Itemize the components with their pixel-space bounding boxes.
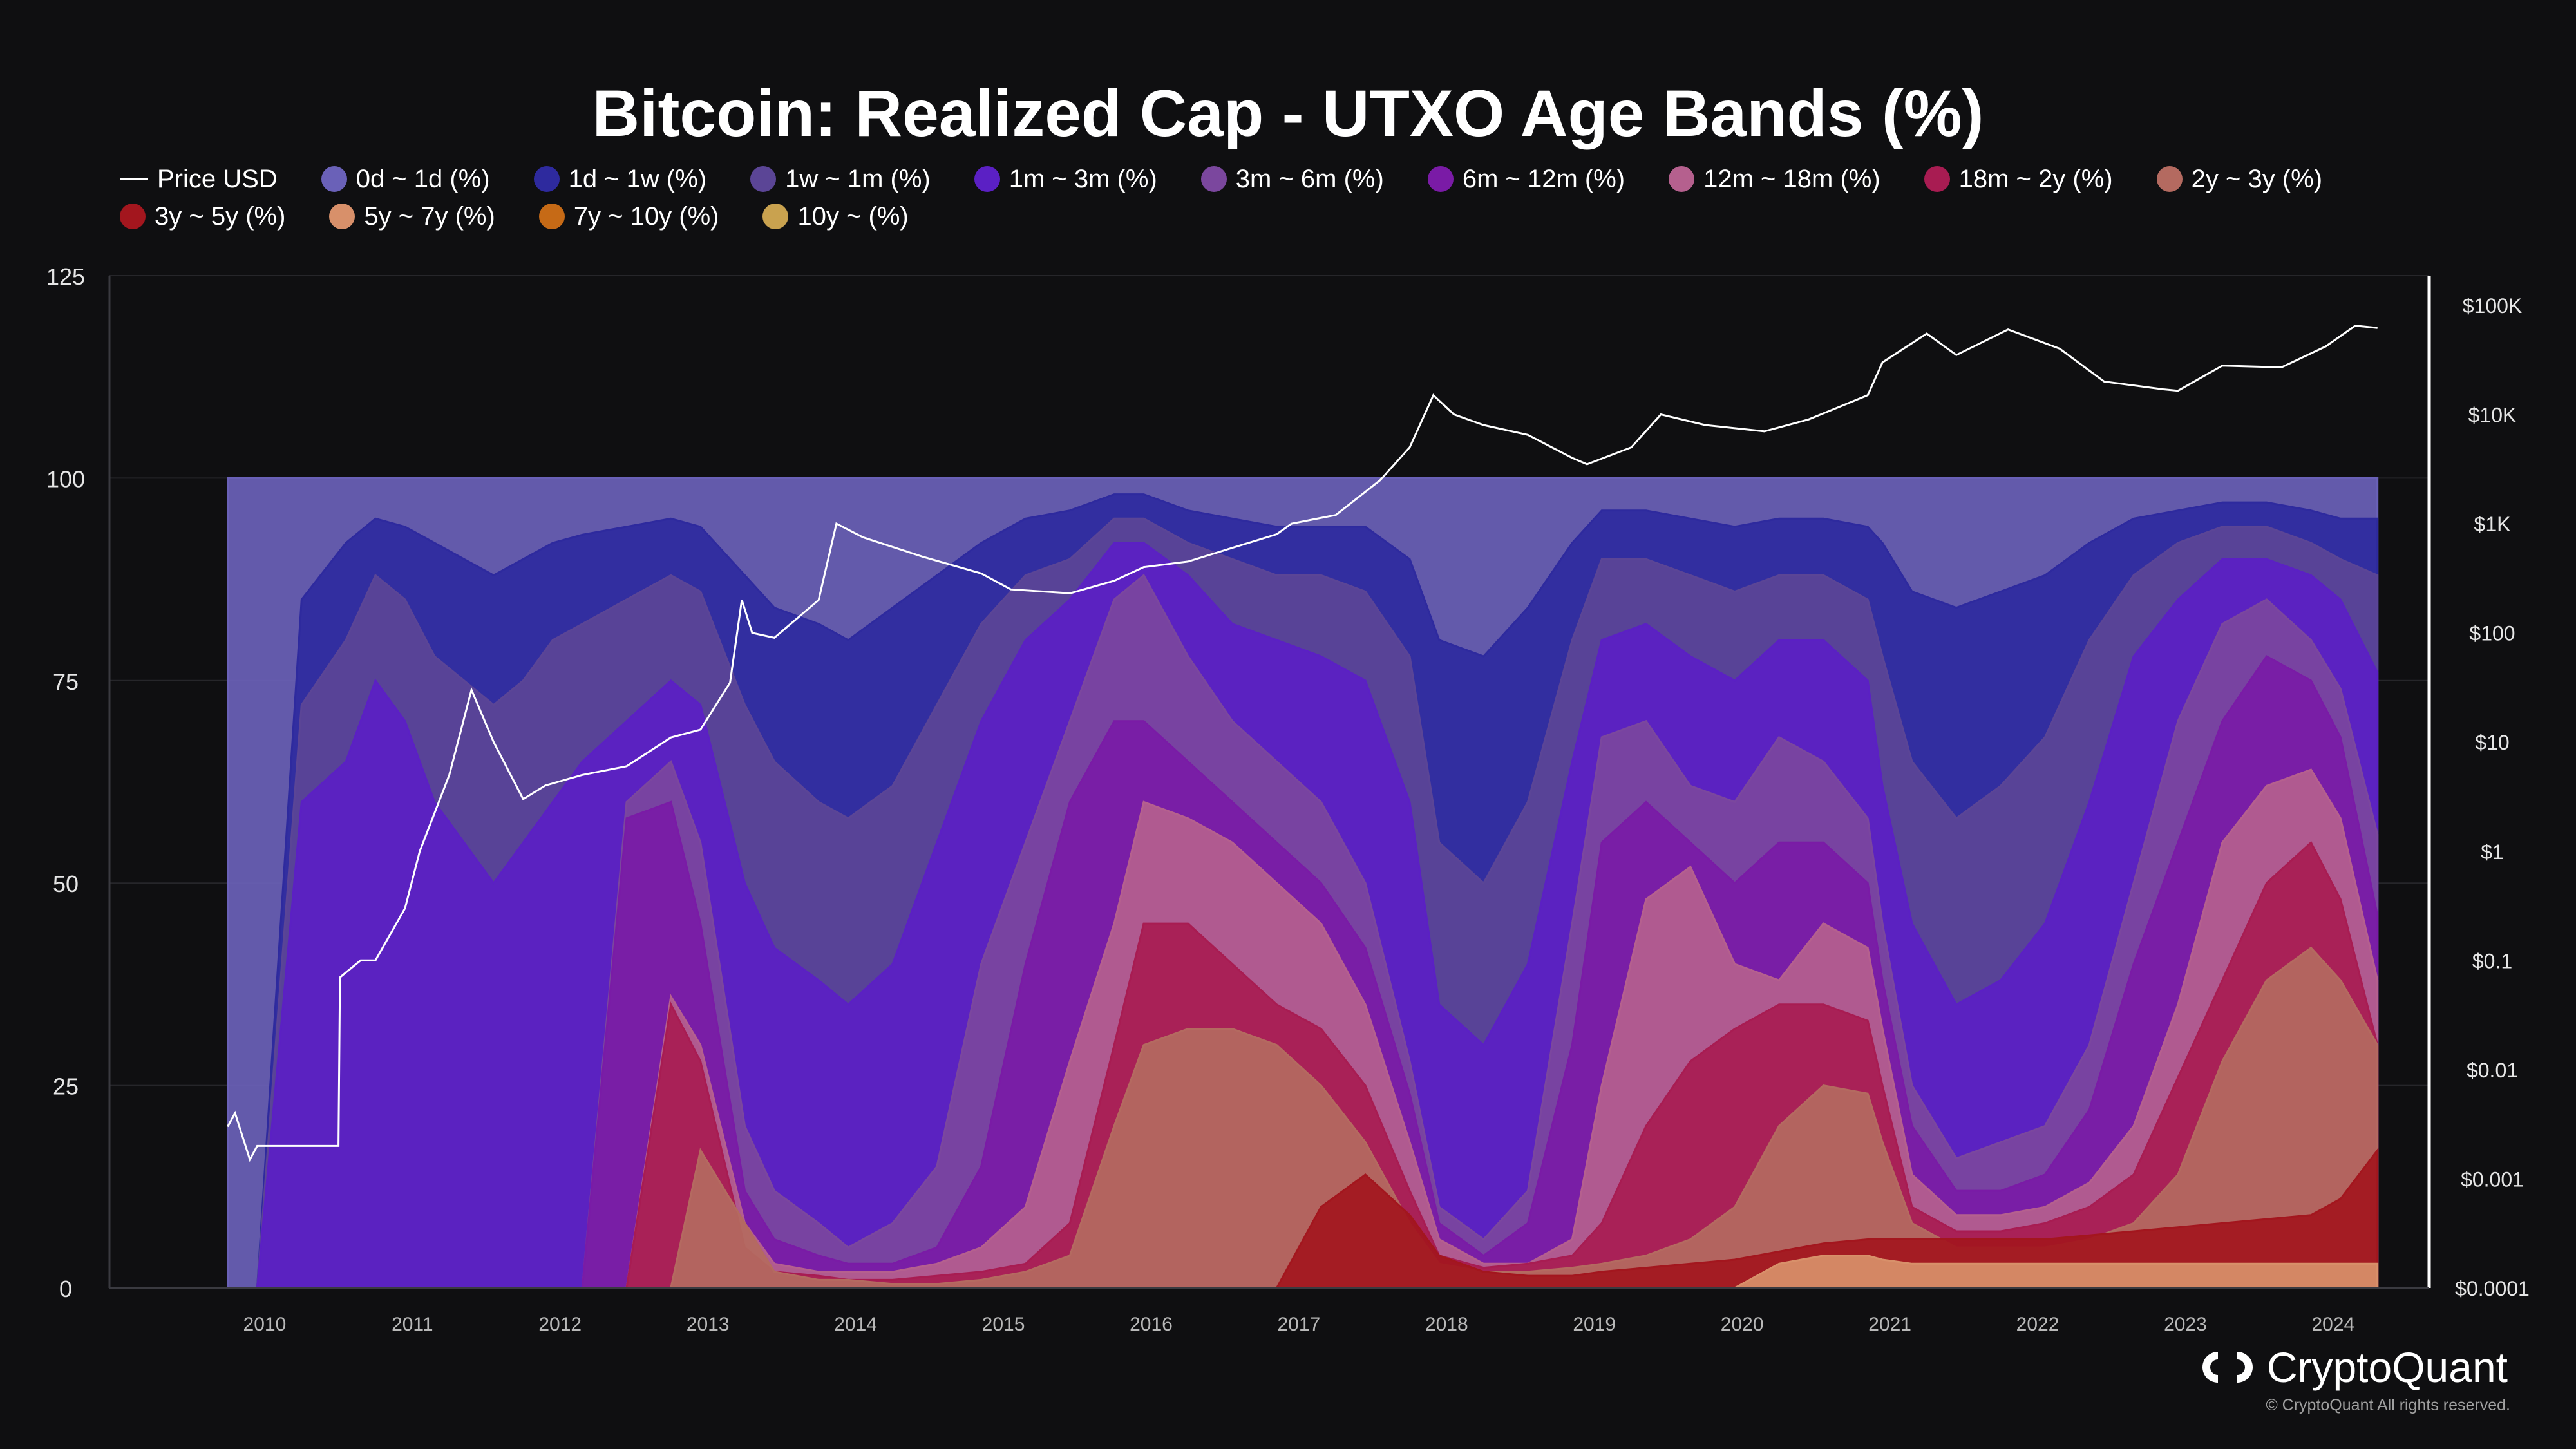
- chart-legend: Price USD 0d ~ 1d (%) 1d ~ 1w (%) 1w ~ 1m (…: [120, 164, 2503, 231]
- legend-item[interactable]: 12m ~ 18m (%): [1669, 164, 1880, 193]
- legend-label: 7y ~ 10y (%): [573, 202, 719, 231]
- y-tick-label: 100: [46, 466, 85, 492]
- copyright-text: © CryptoQuant All rights reserved.: [2266, 1396, 2510, 1414]
- x-tick-label: 2023: [2164, 1314, 2207, 1335]
- y-tick-label: 75: [53, 668, 79, 695]
- legend-dot-marker: [974, 166, 1000, 192]
- legend-label: 18m ~ 2y (%): [1958, 164, 2113, 193]
- legend-item[interactable]: 3y ~ 5y (%): [120, 202, 286, 231]
- chart-title: Bitcoin: Realized Cap - UTXO Age Bands (…: [592, 77, 1984, 150]
- legend-dot-marker: [1669, 166, 1695, 192]
- x-tick-label: 2012: [538, 1314, 582, 1335]
- legend-label: 0d ~ 1d (%): [355, 164, 490, 193]
- legend-label: 12m ~ 18m (%): [1703, 164, 1880, 193]
- legend-item[interactable]: 6m ~ 12m (%): [1427, 164, 1625, 193]
- y-right-tick-label: $100: [2469, 622, 2515, 645]
- legend-line-marker: [120, 178, 148, 180]
- x-tick-label: 2011: [392, 1314, 433, 1335]
- legend-dot-marker: [2156, 166, 2183, 192]
- legend-label: 1d ~ 1w (%): [568, 164, 707, 193]
- x-tick-label: 2019: [1573, 1314, 1616, 1335]
- legend-dot-marker: [533, 166, 560, 192]
- legend-item[interactable]: 2y ~ 3y (%): [2156, 164, 2323, 193]
- y-right-tick-label: $10K: [2468, 404, 2517, 427]
- legend-item[interactable]: 1w ~ 1m (%): [750, 164, 931, 193]
- x-tick-label: 2016: [1130, 1314, 1173, 1335]
- legend-label: Price USD: [157, 164, 278, 193]
- y-right-tick-label: $0.1: [2472, 949, 2512, 972]
- x-tick-label: 2017: [1278, 1314, 1321, 1335]
- legend-label: 1m ~ 3m (%): [1009, 164, 1157, 193]
- x-ticks: 2010 2011 2012 2013 2014 2015 2016 2017 2018 2019…: [243, 1314, 2355, 1335]
- y-right-tick-label: $0.01: [2467, 1059, 2518, 1082]
- y-right-tick-label: $1K: [2474, 513, 2511, 536]
- y-right-tick-label: $0.0001: [2455, 1277, 2530, 1300]
- legend-item[interactable]: 1m ~ 3m (%): [974, 164, 1157, 193]
- y-tick-label: 0: [59, 1276, 72, 1302]
- legend-label: 3m ~ 6m (%): [1235, 164, 1384, 193]
- legend-item[interactable]: 1d ~ 1w (%): [533, 164, 707, 193]
- legend-dot-marker: [1427, 166, 1454, 192]
- legend-item[interactable]: 10y ~ (%): [762, 202, 909, 231]
- x-tick-label: 2021: [1868, 1314, 1911, 1335]
- legend-dot-marker: [1200, 166, 1227, 192]
- legend-item[interactable]: 7y ~ 10y (%): [538, 202, 719, 231]
- legend-dot-marker: [1924, 166, 1950, 192]
- legend-dot-marker: [321, 166, 347, 192]
- legend-label: 6m ~ 12m (%): [1462, 164, 1625, 193]
- price-usd-line: [227, 325, 2378, 1162]
- legend-item[interactable]: 5y ~ 7y (%): [329, 202, 495, 231]
- legend-label: 10y ~ (%): [797, 202, 909, 231]
- x-tick-label: 2014: [834, 1314, 877, 1335]
- y-right-tick-label: $10: [2475, 731, 2509, 754]
- legend-item[interactable]: 18m ~ 2y (%): [1924, 164, 2113, 193]
- legend-item[interactable]: 0d ~ 1d (%): [321, 164, 490, 193]
- legend-dot-marker: [538, 204, 565, 229]
- cryptoquant-logo-icon: [2202, 1352, 2253, 1383]
- legend-label: 3y ~ 5y (%): [155, 202, 286, 231]
- x-tick-label: 2013: [687, 1314, 730, 1335]
- x-tick-label: 2010: [243, 1314, 287, 1335]
- legend-label: 1w ~ 1m (%): [785, 164, 931, 193]
- y-tick-label: 125: [46, 263, 85, 290]
- stacked-area-bands: [226, 477, 2379, 1289]
- legend-dot-marker: [120, 204, 146, 229]
- y-right-tick-label: $100K: [2463, 294, 2523, 317]
- left-y-ticks: 0 25 50 75 100 125: [46, 263, 85, 1302]
- y-tick-label: 25: [53, 1074, 79, 1100]
- legend-item[interactable]: 3m ~ 6m (%): [1200, 164, 1384, 193]
- x-tick-label: 2018: [1425, 1314, 1468, 1335]
- brand: CryptoQuant: [2200, 1343, 2508, 1392]
- x-tick-label: 2024: [2311, 1314, 2354, 1335]
- legend-dot-marker: [762, 204, 789, 229]
- right-y-ticks: $0.0001 $0.001 $0.01 $0.1 $1 $10 $100 $1K $10K $1…: [2455, 294, 2530, 1300]
- y-right-tick-label: $0.001: [2461, 1168, 2524, 1191]
- y-right-tick-label: $1: [2481, 840, 2504, 864]
- x-tick-label: 2020: [1721, 1314, 1764, 1335]
- legend-dot-marker: [750, 166, 777, 192]
- legend-item[interactable]: Price USD: [120, 164, 278, 193]
- legend-dot-marker: [329, 204, 355, 229]
- legend-label: 5y ~ 7y (%): [364, 202, 495, 231]
- x-tick-label: 2015: [982, 1314, 1025, 1335]
- y-tick-label: 50: [53, 871, 79, 897]
- x-tick-label: 2022: [2016, 1314, 2060, 1335]
- brand-name: CryptoQuant: [2266, 1343, 2508, 1391]
- legend-label: 2y ~ 3y (%): [2191, 164, 2323, 193]
